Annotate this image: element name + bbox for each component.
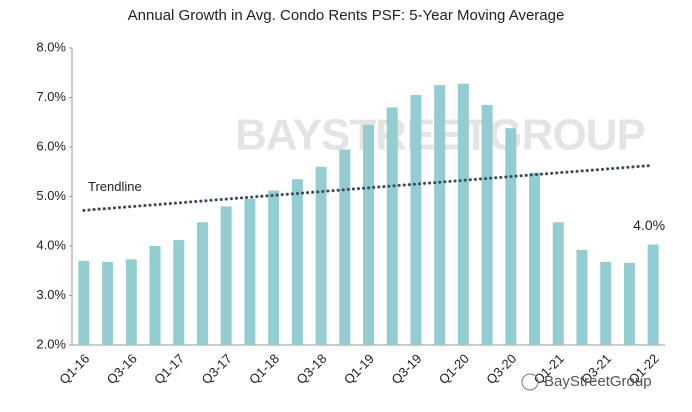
x-tick-label: Q3-17 — [199, 351, 235, 387]
x-tick-label: Q1-20 — [436, 351, 472, 387]
source-icon — [521, 373, 539, 391]
bar — [457, 83, 469, 345]
bar — [102, 261, 114, 345]
bar — [434, 85, 446, 345]
bar — [268, 190, 280, 345]
bar — [386, 107, 398, 346]
bar — [78, 260, 90, 345]
bar — [623, 262, 635, 345]
x-tick-label: Q3-20 — [483, 351, 519, 387]
source-label: BayStreetGroup — [544, 373, 652, 390]
bar — [315, 166, 327, 345]
y-tick-label: 3.0% — [36, 287, 66, 302]
x-tick-label: Q1-16 — [56, 351, 92, 387]
x-tick-label: Q1-19 — [341, 351, 377, 387]
bar — [410, 95, 422, 346]
bar — [125, 259, 137, 345]
bar — [552, 222, 564, 345]
x-tick-label: Q3-18 — [293, 351, 329, 387]
x-tick-label: Q1-17 — [151, 351, 187, 387]
bar — [647, 244, 659, 345]
y-tick-label: 6.0% — [36, 138, 66, 153]
bar — [576, 249, 588, 345]
chart-title: Annual Growth in Avg. Condo Rents PSF: 5… — [128, 7, 565, 24]
bar — [505, 128, 517, 345]
bar — [196, 222, 208, 345]
bar — [481, 104, 493, 345]
y-tick-label: 8.0% — [36, 39, 66, 54]
bar — [149, 246, 161, 345]
y-tick-label: 5.0% — [36, 188, 66, 203]
bar — [220, 206, 232, 345]
bar — [339, 149, 351, 345]
bar — [244, 198, 256, 345]
y-tick-label: 7.0% — [36, 89, 66, 104]
x-tick-label: Q3-19 — [388, 351, 424, 387]
x-tick-label: Q1-18 — [246, 351, 282, 387]
bar — [173, 240, 185, 345]
bar — [529, 172, 541, 345]
value-label: 4.0% — [633, 217, 665, 233]
x-tick-label: Q3-16 — [104, 351, 140, 387]
trendline — [82, 163, 655, 212]
y-tick-label: 4.0% — [36, 237, 66, 252]
bar — [291, 179, 303, 345]
trendline-label: Trendline — [88, 179, 142, 194]
bar — [363, 124, 374, 345]
y-tick-label: 2.0% — [36, 336, 66, 351]
bar — [600, 261, 612, 345]
